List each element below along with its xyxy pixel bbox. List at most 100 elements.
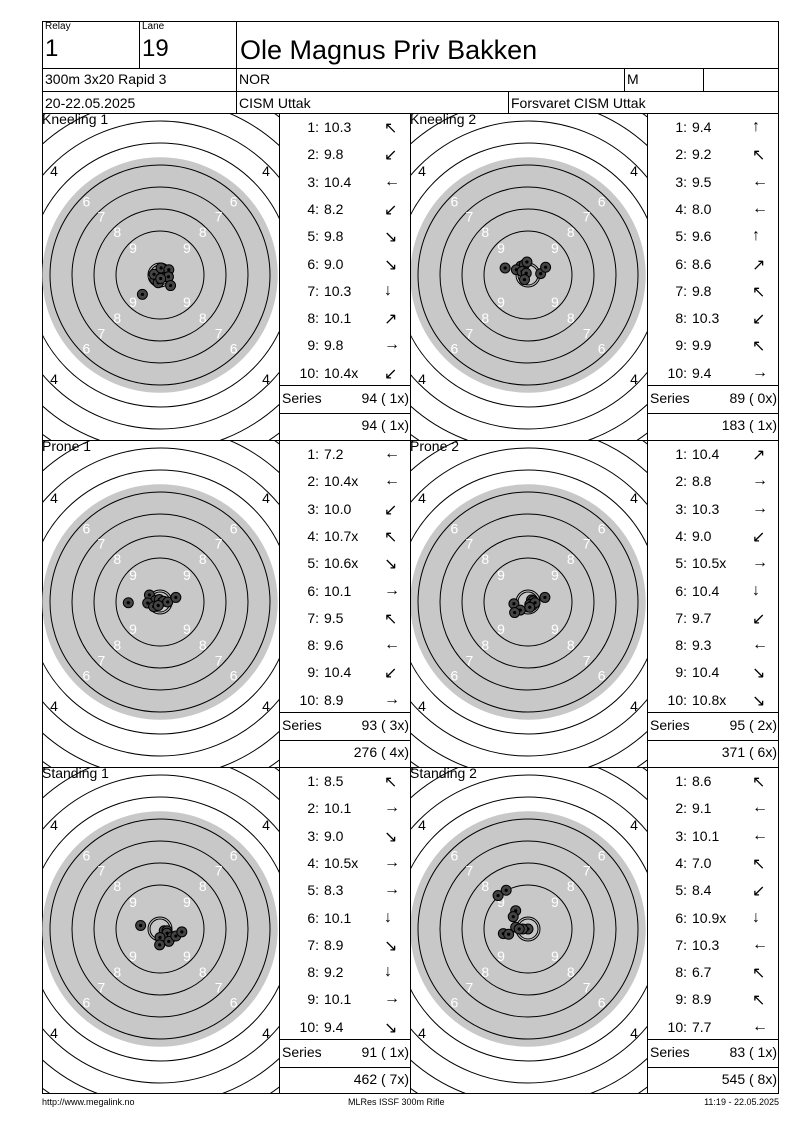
divider [42, 68, 779, 69]
shot-number: 6: [675, 909, 687, 926]
ring-number: 5 [69, 1008, 77, 1024]
series-panel: 9 9 9 9 8 8 8 8 7 7 7 7 6 6 6 6 5 5 5 5 4 4 4 4 Kneeling 1 1: 10.3… [42, 113, 411, 440]
ring-number: 5 [243, 1008, 251, 1024]
ring-number: 9 [183, 294, 191, 310]
ring-number: 7 [583, 326, 591, 342]
ring-number: 9 [129, 621, 137, 637]
shot-value: 9.4 [692, 364, 712, 381]
divider [42, 91, 779, 92]
divider [410, 113, 411, 1094]
shot-value: 9.0 [324, 255, 344, 272]
ring-number: 4 [50, 698, 58, 714]
event-name: 300m 3x20 Rapid 3 [45, 71, 167, 87]
ring-number: 6 [598, 341, 606, 357]
ring-number: 8 [199, 310, 207, 326]
shot-value: 10.1 [692, 827, 720, 844]
ring-number: 6 [82, 847, 90, 863]
shot-value: 10.4 [692, 582, 720, 599]
shot-direction-icon: ↓ [384, 963, 392, 981]
ring-number: 5 [437, 834, 445, 850]
shot-direction-icon: ↖ [384, 610, 398, 628]
ring-number: 5 [69, 681, 77, 697]
shot-direction-icon: → [384, 990, 400, 1008]
ring-number: 9 [129, 294, 137, 310]
shot-direction-icon: ↑ [752, 118, 760, 135]
relay-value: 1 [45, 35, 59, 62]
shot-direction-icon: ↘ [384, 937, 398, 955]
ring-number: 8 [567, 551, 575, 567]
divider [647, 413, 778, 414]
ring-number: 7 [465, 208, 473, 224]
series-score: 95 ( 2x) [729, 717, 777, 733]
shot-value: 10.3 [692, 936, 720, 953]
ring-number: 8 [113, 310, 121, 326]
ring-number: 8 [113, 878, 121, 894]
shot-value: 8.0 [692, 200, 712, 217]
ring-number: 4 [418, 1025, 426, 1041]
ring-number: 7 [215, 980, 223, 996]
ring-number: 4 [262, 698, 270, 714]
ring-number: 8 [481, 878, 489, 894]
ring-number: 6 [450, 193, 458, 209]
shot-direction-icon: ↙ [384, 201, 398, 219]
divider [647, 1039, 778, 1040]
ring-number: 8 [481, 224, 489, 240]
shot-hole [507, 911, 519, 923]
shot-direction-icon: ↗ [384, 311, 398, 329]
target-ring [410, 142, 647, 408]
shot-direction-icon: ↘ [384, 229, 398, 247]
shot-number: 4: [675, 854, 687, 871]
target-ring [461, 535, 595, 669]
shot-value: 10.1 [324, 909, 352, 926]
shot-direction-icon: ↙ [384, 147, 398, 165]
athlete-name: Ole Magnus Priv Bakken [240, 35, 538, 65]
footer-printed: 11:19 - 22.05.2025 [704, 1097, 779, 1107]
shot-number: 3: [307, 500, 319, 517]
ring-number: 5 [611, 507, 619, 523]
target-ring [49, 164, 271, 386]
shot-direction-icon: ↓ [384, 908, 392, 926]
target-ring [439, 840, 617, 1018]
ring-number: 4 [630, 490, 638, 506]
target-ring [93, 535, 227, 669]
ring-number: 5 [437, 681, 445, 697]
divider [279, 1039, 410, 1040]
shot-number: 6: [675, 255, 687, 272]
ring-number: 9 [497, 240, 505, 256]
shot-direction-icon: ↓ [752, 581, 760, 599]
ring-number: 6 [82, 341, 90, 357]
ring-number: 9 [551, 621, 559, 637]
ring-number: 8 [567, 310, 575, 326]
shot-direction-icon: ← [752, 799, 768, 817]
shot-value: 9.7 [692, 609, 712, 626]
ring-number: 9 [551, 240, 559, 256]
target-ring [417, 164, 639, 386]
footer-url[interactable]: http://www.megalink.no [42, 1097, 135, 1107]
target-ring [71, 840, 249, 1018]
target-ring [461, 208, 595, 342]
ring-number: 6 [598, 520, 606, 536]
shot-value: 10.4 [692, 446, 720, 462]
shot-hole [154, 939, 166, 951]
ring-number: 9 [183, 621, 191, 637]
shot-number: 9: [307, 664, 319, 681]
shot-direction-icon: ↖ [752, 283, 766, 301]
target-ring [483, 884, 573, 974]
shot-number: 7: [675, 609, 687, 626]
ring-number: 4 [50, 490, 58, 506]
target-ring [461, 862, 595, 996]
shot-hole [500, 884, 512, 896]
ring-number: 4 [50, 817, 58, 833]
shot-direction-icon: → [752, 499, 768, 517]
series-title: Standing 1 [42, 767, 109, 781]
shot-number: 8: [307, 310, 319, 327]
target-ring [439, 513, 617, 691]
series-panel: 9 9 9 9 8 8 8 8 7 7 7 7 6 6 6 6 5 5 5 5 4 4 4 4 Kneeling 2 1: 9.4 ↑… [410, 113, 779, 440]
ring-number: 9 [183, 240, 191, 256]
ring-number: 4 [418, 163, 426, 179]
ring-number: 9 [497, 567, 505, 583]
shot-hole [162, 596, 174, 608]
shot-number: 5: [307, 555, 319, 572]
competition: CISM Uttak [239, 95, 311, 111]
series-label: Series [650, 717, 690, 733]
